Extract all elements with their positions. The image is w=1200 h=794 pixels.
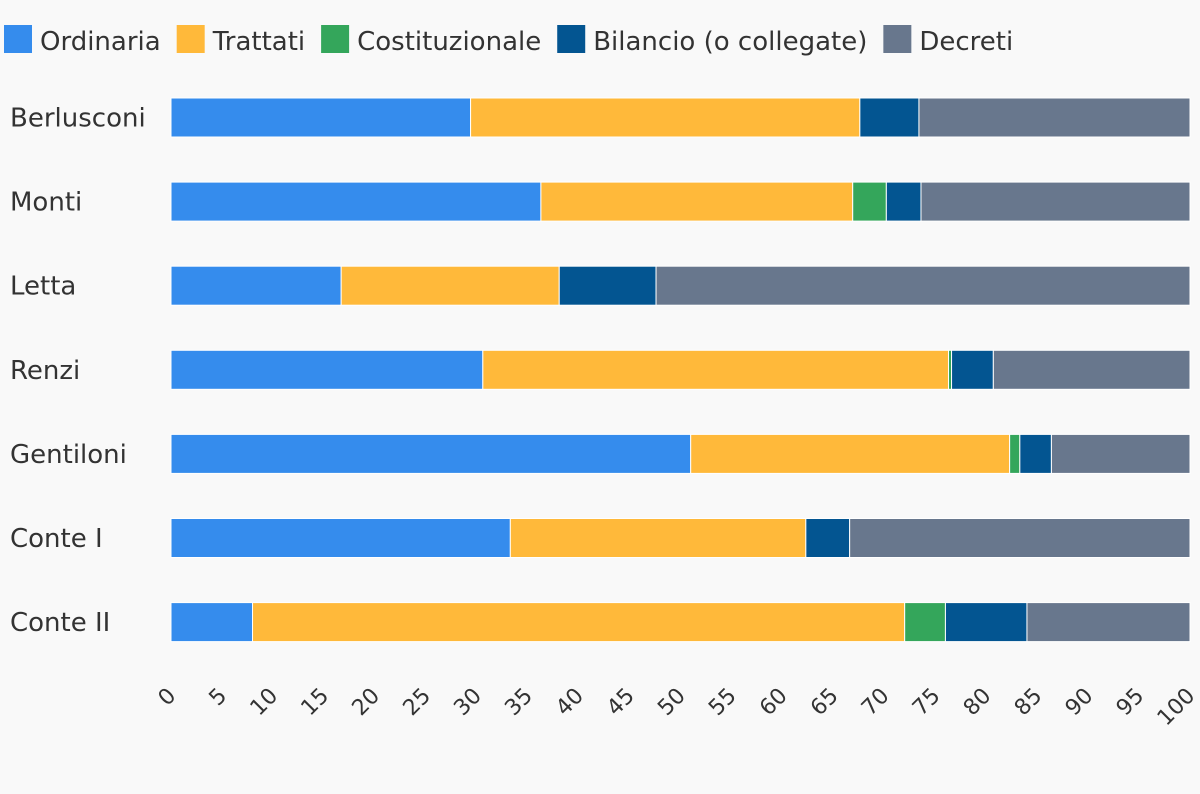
bar-row-monti	[170, 181, 1191, 222]
legend-item-bilancio-o-collegate[interactable]: Bilancio (o collegate)	[557, 25, 867, 57]
legend-label-bilancio-o-collegate: Bilancio (o collegate)	[593, 27, 867, 57]
legend: Ordinaria Trattati Costituzionale Bilancio …	[4, 25, 1013, 57]
category-label-conte-i: Conte I	[10, 524, 103, 554]
bar-segment-monti-trattati[interactable]	[540, 181, 854, 222]
category-labels: Berlusconi Monti Letta Renzi Gentiloni Conte …	[10, 104, 146, 639]
legend-swatch-costituzionale	[321, 25, 350, 53]
x-tick-label: 40	[551, 684, 588, 721]
bar-segment-conte-ii-decreti[interactable]	[1026, 602, 1191, 643]
category-label-gentiloni: Gentiloni	[10, 440, 127, 470]
legend-label-costituzionale: Costituzionale	[357, 27, 541, 57]
x-axis-ticks: 0 5 10 15 20 25 30 35 40 45 50 55 60 65 70 75 80 85 90 95 10…	[154, 684, 1200, 731]
bar-segment-conte-i-ordinaria[interactable]	[170, 518, 511, 558]
legend-label-decreti: Decreti	[919, 27, 1013, 57]
x-tick-label: 25	[399, 684, 436, 721]
legend-item-ordinaria[interactable]: Ordinaria	[4, 25, 161, 57]
bar-row-conte-ii	[170, 602, 1191, 643]
bar-row-letta	[170, 265, 1191, 306]
bar-segment-letta-ordinaria[interactable]	[170, 265, 342, 306]
bar-segment-monti-costituzionale[interactable]	[852, 181, 887, 222]
x-tick-label: 80	[959, 684, 996, 721]
bar-segment-gentiloni-costituzionale[interactable]	[1009, 433, 1021, 474]
bar-segment-monti-decreti[interactable]	[920, 181, 1191, 222]
x-tick-label: 70	[857, 684, 894, 721]
bar-segment-conte-i-trattati[interactable]	[509, 518, 807, 558]
bar-row-renzi	[170, 349, 1191, 390]
bar-segment-conte-ii-trattati[interactable]	[252, 602, 906, 643]
x-tick-label: 90	[1061, 684, 1098, 721]
category-label-conte-ii: Conte II	[10, 608, 110, 638]
x-tick-label: 10	[246, 684, 283, 721]
bar-segment-berlusconi-ordinaria[interactable]	[170, 97, 472, 138]
category-label-letta: Letta	[10, 272, 76, 302]
x-tick-label: 60	[755, 684, 792, 721]
bar-row-berlusconi	[170, 97, 1191, 138]
bar-segment-letta-trattati[interactable]	[340, 265, 560, 306]
x-tick-label: 35	[500, 684, 537, 721]
x-tick-label: 45	[602, 684, 639, 721]
bar-segment-conte-i-bilancio-o-collegate[interactable]	[805, 518, 851, 558]
bar-segment-renzi-decreti[interactable]	[992, 349, 1191, 390]
legend-swatch-decreti	[883, 25, 912, 53]
x-tick-label: 55	[704, 684, 741, 721]
x-tick-label: 50	[653, 684, 690, 721]
bar-segment-berlusconi-decreti[interactable]	[918, 97, 1191, 138]
x-tick-label: 95	[1112, 684, 1149, 721]
bar-segment-monti-ordinaria[interactable]	[170, 181, 542, 222]
bar-segment-conte-ii-bilancio-o-collegate[interactable]	[944, 602, 1028, 643]
bar-segment-conte-i-decreti[interactable]	[849, 518, 1191, 558]
bar-segment-conte-ii-costituzionale[interactable]	[904, 602, 946, 643]
x-tick-label: 20	[348, 684, 385, 721]
bar-segment-renzi-bilancio-o-collegate[interactable]	[951, 349, 994, 390]
bar-segment-gentiloni-bilancio-o-collegate[interactable]	[1019, 433, 1052, 474]
bar-row-conte-i	[170, 518, 1191, 558]
legend-item-trattati[interactable]: Trattati	[176, 25, 305, 57]
x-tick-label: 85	[1010, 684, 1047, 721]
legend-item-costituzionale[interactable]: Costituzionale	[321, 25, 541, 57]
legend-swatch-ordinaria	[4, 25, 32, 53]
bar-segment-conte-ii-ordinaria[interactable]	[170, 602, 254, 643]
bar-segment-berlusconi-bilancio-o-collegate[interactable]	[859, 97, 920, 138]
bar-segment-berlusconi-trattati[interactable]	[470, 97, 861, 138]
x-tick-label: 30	[449, 684, 486, 721]
legend-swatch-trattati	[176, 25, 205, 53]
category-label-renzi: Renzi	[10, 356, 80, 386]
legend-swatch-bilancio-o-collegate	[557, 25, 586, 53]
x-tick-label: 15	[297, 684, 334, 721]
legend-label-trattati: Trattati	[212, 27, 305, 57]
x-tick-label: 0	[154, 684, 182, 712]
x-tick-label: 5	[205, 684, 233, 712]
bar-segment-renzi-ordinaria[interactable]	[170, 349, 484, 390]
category-label-berlusconi: Berlusconi	[10, 104, 146, 134]
bar-segment-monti-bilancio-o-collegate[interactable]	[885, 181, 922, 222]
bar-segment-gentiloni-ordinaria[interactable]	[170, 433, 692, 474]
legend-label-ordinaria: Ordinaria	[40, 27, 161, 57]
bar-segment-gentiloni-trattati[interactable]	[690, 433, 1011, 474]
bar-segment-renzi-trattati[interactable]	[482, 349, 949, 390]
category-label-monti: Monti	[10, 188, 82, 218]
legend-item-decreti[interactable]: Decreti	[883, 25, 1013, 57]
bar-segment-letta-bilancio-o-collegate[interactable]	[558, 265, 657, 306]
bar-segment-letta-decreti[interactable]	[655, 265, 1191, 306]
x-tick-label: 100	[1153, 684, 1200, 731]
bars	[170, 97, 1191, 643]
x-tick-label: 65	[806, 684, 843, 721]
bar-row-gentiloni	[170, 433, 1191, 474]
bar-segment-gentiloni-decreti[interactable]	[1050, 433, 1191, 474]
x-tick-label: 75	[908, 684, 945, 721]
